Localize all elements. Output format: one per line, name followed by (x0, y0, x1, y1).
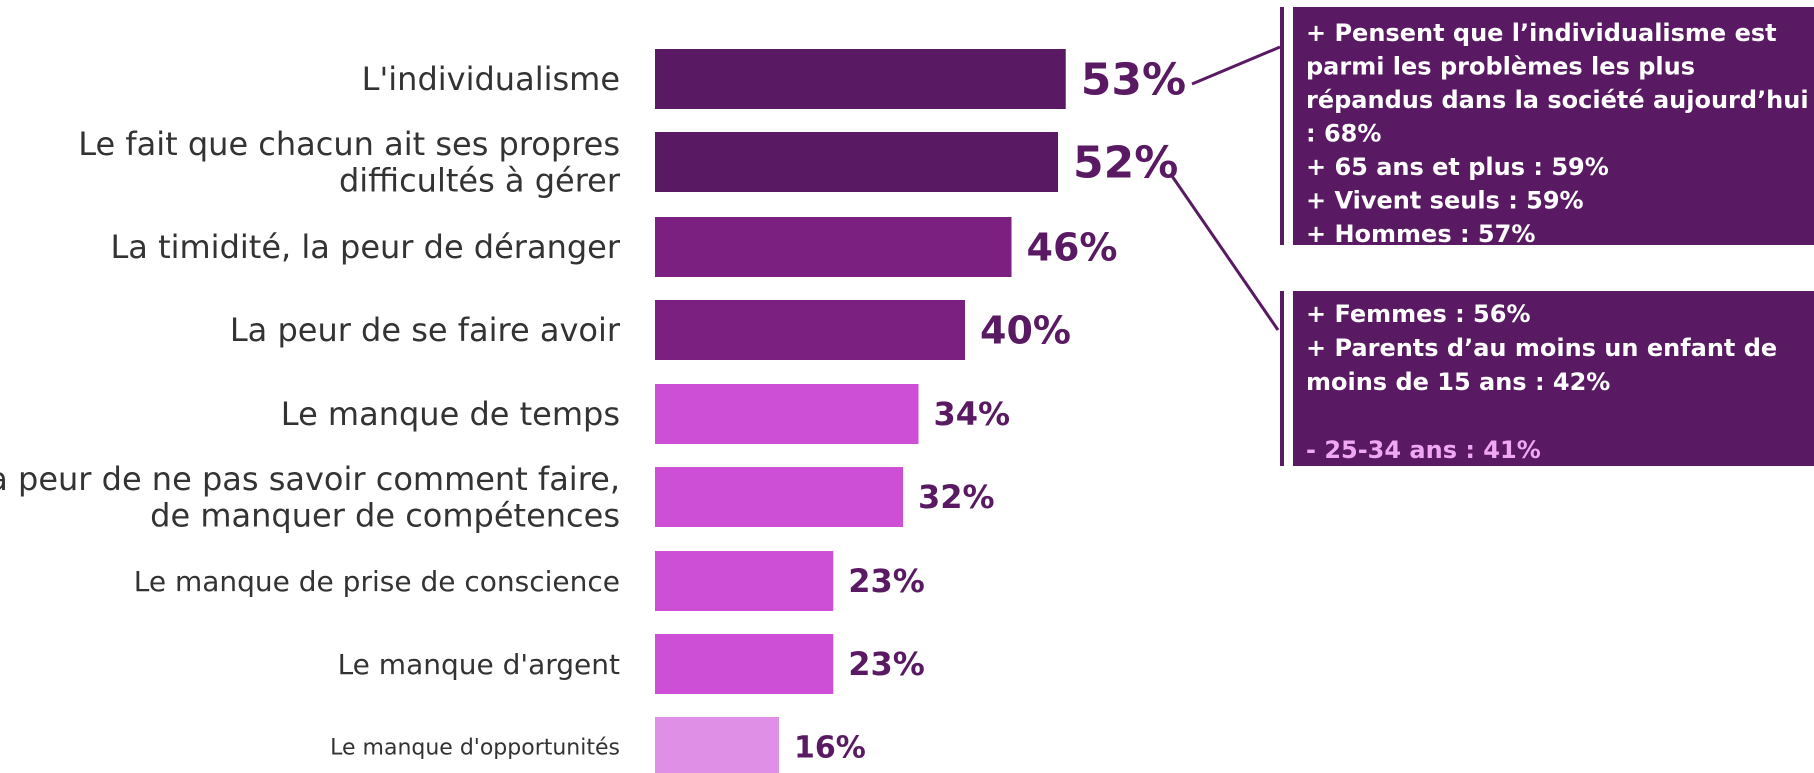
callout-bracket-1 (1280, 7, 1284, 245)
value-label-7: 23% (848, 562, 925, 600)
bar-6 (655, 467, 903, 527)
category-label-9: Le manque d'opportunités (330, 736, 620, 761)
callout-1-line-7: + Hommes : 57% (1306, 220, 1535, 248)
bar-9 (655, 717, 779, 773)
category-label-2-line-1: Le fait que chacun ait ses propres (78, 125, 620, 163)
value-label-9: 16% (794, 731, 866, 766)
category-label-6-line-2: de manquer de compétences (150, 497, 620, 535)
value-label-1: 53% (1081, 54, 1186, 105)
category-label-8: Le manque d'argent (338, 648, 620, 681)
callout-1-line-1: + Pensent que l’individualisme est (1306, 19, 1777, 47)
callout-1-line-5: + 65 ans et plus : 59% (1306, 153, 1609, 181)
category-label-4: La peur de se faire avoir (230, 311, 621, 349)
callout-bracket-2 (1280, 291, 1284, 466)
callout-1-line-4: : 68% (1306, 120, 1381, 148)
connector-line-1 (1191, 45, 1281, 86)
category-label-2-line-2: difficultés à gérer (339, 162, 621, 200)
value-label-6: 32% (918, 478, 995, 516)
bar-7 (655, 551, 834, 611)
value-label-5: 34% (934, 395, 1011, 433)
category-label-6-line-1: La peur de ne pas savoir comment faire, (0, 460, 620, 498)
callout-2-line-5: - 25-34 ans : 41% (1306, 436, 1541, 464)
callout-box-1 (1293, 7, 1814, 245)
category-label-1: L'individualisme (362, 60, 620, 98)
value-label-4: 40% (980, 308, 1071, 352)
callout-1-line-2: parmi les problèmes les plus (1306, 53, 1695, 81)
connector-line-2 (1170, 175, 1280, 331)
value-label-2: 52% (1073, 137, 1178, 188)
bar-1 (655, 49, 1066, 109)
callout-2-line-3: moins de 15 ans : 42% (1306, 368, 1610, 396)
category-label-3: La timidité, la peur de déranger (110, 228, 620, 266)
category-label-5: Le manque de temps (281, 395, 620, 433)
callout-box-2 (1293, 291, 1814, 466)
category-label-7: Le manque de prise de conscience (134, 565, 620, 598)
bar-4 (655, 300, 965, 360)
callout-1-line-3: répandus dans la société aujourd’hui (1306, 86, 1809, 114)
callout-2-line-1: + Femmes : 56% (1306, 300, 1531, 328)
value-label-8: 23% (848, 645, 925, 683)
value-label-3: 46% (1027, 225, 1118, 269)
bar-8 (655, 634, 834, 694)
callout-2-line-2: + Parents d’au moins un enfant de (1306, 334, 1777, 362)
bar-5 (655, 384, 919, 444)
bar-2 (655, 132, 1058, 192)
callout-1-line-6: + Vivent seuls : 59% (1306, 187, 1584, 215)
bar-3 (655, 217, 1012, 277)
